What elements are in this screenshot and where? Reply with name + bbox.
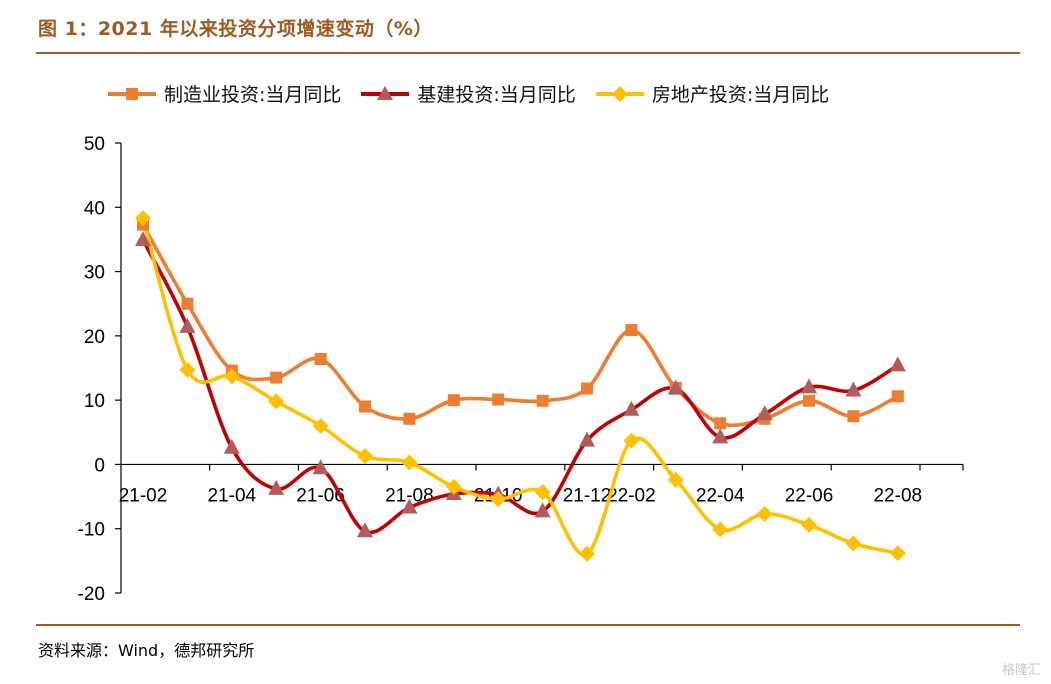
series-line <box>141 223 899 428</box>
data-point-triangle <box>667 379 684 395</box>
data-point-square <box>581 382 593 395</box>
y-tick-label: 50 <box>84 134 105 155</box>
x-tick-label: 21-04 <box>207 485 256 506</box>
data-point-square <box>359 400 371 413</box>
data-point-square <box>803 394 815 407</box>
chart-legend: 制造业投资:当月同比 基建投资:当月同比 房地产投资:当月同比 <box>108 80 829 107</box>
source-note: 资料来源：Wind，德邦研究所 <box>38 641 255 660</box>
legend-label: 房地产投资:当月同比 <box>651 84 830 106</box>
x-tick-label: 22-08 <box>873 485 922 506</box>
page-title: 图 1：2021 年以来投资分项增速变动（%） <box>38 18 433 40</box>
data-point-triangle <box>889 356 906 372</box>
data-point-diamond <box>579 545 595 562</box>
data-point-square <box>625 324 638 337</box>
data-point-diamond <box>490 491 507 508</box>
data-point-diamond <box>889 545 906 562</box>
data-point-square <box>447 394 460 407</box>
top-rule <box>36 52 1020 54</box>
data-point-diamond <box>445 478 462 495</box>
data-point-triangle <box>801 378 817 394</box>
legend-item-manufacturing: 制造业投资:当月同比 <box>108 80 341 107</box>
legend-diamond-marker-icon <box>595 85 644 102</box>
data-point-triangle <box>223 438 240 454</box>
data-point-triangle <box>268 479 285 495</box>
x-tick-label: 21-06 <box>296 485 345 506</box>
data-point-square <box>492 393 505 406</box>
data-point-square <box>314 353 327 365</box>
data-point-triangle <box>579 431 595 447</box>
legend-label: 制造业投资:当月同比 <box>164 84 342 106</box>
y-tick-label: 10 <box>84 391 105 412</box>
data-point-triangle <box>534 502 551 518</box>
data-point-square <box>270 371 283 384</box>
data-point-triangle <box>623 400 640 416</box>
data-point-square <box>403 412 416 425</box>
data-point-diamond <box>357 448 373 465</box>
data-point-square <box>536 394 549 407</box>
data-point-diamond <box>845 535 862 552</box>
data-point-diamond <box>179 361 196 378</box>
x-tick-label: 22-06 <box>785 485 834 506</box>
data-point-triangle <box>357 522 373 538</box>
y-tick-label: 30 <box>84 263 105 284</box>
data-point-diamond <box>712 521 729 538</box>
data-point-diamond <box>268 393 285 410</box>
legend-triangle-marker-icon <box>361 85 410 100</box>
data-point-triangle <box>845 381 862 397</box>
data-point-diamond <box>401 454 418 471</box>
watermark: 格隆汇 <box>1001 663 1041 678</box>
chart-series-markers <box>135 210 906 562</box>
data-point-square <box>847 410 860 423</box>
data-point-square <box>181 297 194 310</box>
data-point-diamond <box>667 471 684 488</box>
data-point-triangle <box>312 459 329 475</box>
data-point-diamond <box>756 505 773 522</box>
data-point-diamond <box>801 516 817 533</box>
y-tick-label: -10 <box>78 520 105 541</box>
y-tick-label: 0 <box>94 455 105 476</box>
data-point-diamond <box>623 432 640 449</box>
data-point-diamond <box>135 210 151 227</box>
data-point-square <box>891 390 904 403</box>
legend-item-real-estate: 房地产投资:当月同比 <box>595 80 830 107</box>
x-tick-label: 21-12 <box>563 485 612 506</box>
data-point-diamond <box>312 417 329 434</box>
data-point-triangle <box>135 231 151 247</box>
data-point-square <box>714 417 727 430</box>
bottom-rule <box>36 624 1020 626</box>
y-tick-label: 20 <box>84 327 105 348</box>
y-tick-label: -20 <box>78 584 105 605</box>
legend-square-marker-icon <box>108 87 156 100</box>
data-point-triangle <box>712 428 729 444</box>
data-point-triangle <box>179 317 196 333</box>
legend-item-infrastructure: 基建投资:当月同比 <box>361 80 576 107</box>
data-point-diamond <box>534 484 551 501</box>
y-tick-label: 40 <box>84 198 105 219</box>
data-point-triangle <box>756 405 773 421</box>
legend-label: 基建投资:当月同比 <box>417 84 576 106</box>
x-tick-label: 21-02 <box>119 485 168 506</box>
x-tick-label: 22-02 <box>607 485 656 506</box>
data-point-diamond <box>223 368 240 385</box>
x-tick-label: 22-04 <box>696 485 745 506</box>
data-point-triangle <box>401 498 418 514</box>
